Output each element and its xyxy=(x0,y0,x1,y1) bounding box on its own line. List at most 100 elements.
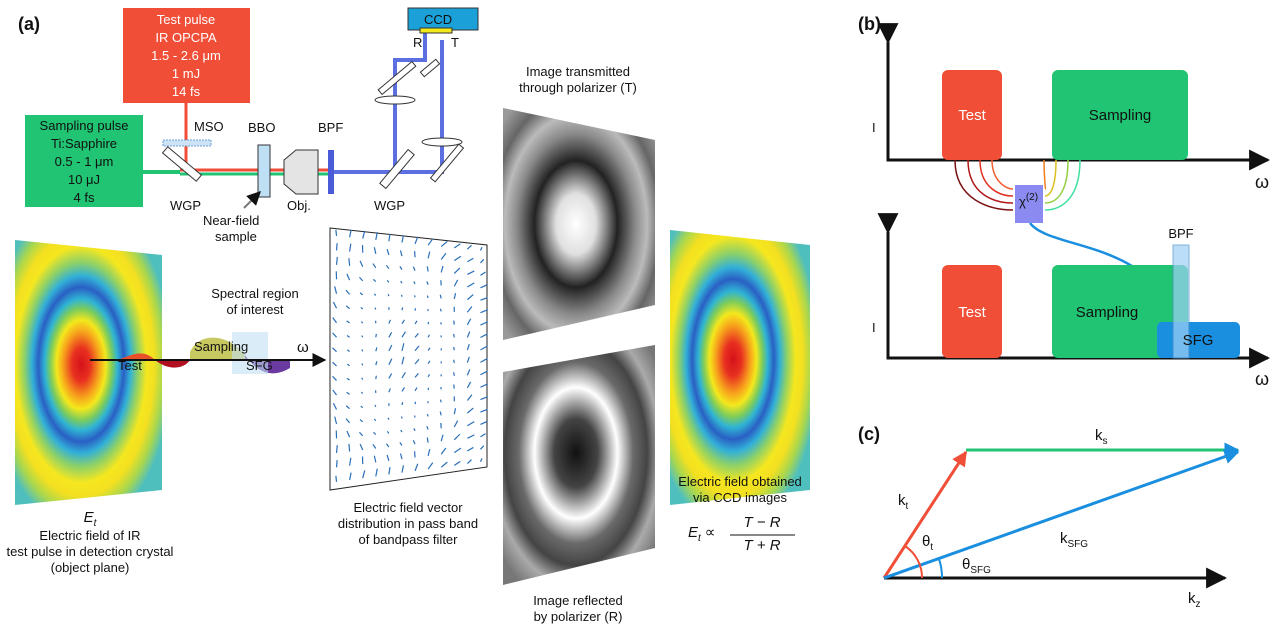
vector-arrow xyxy=(427,266,428,271)
label: θSFG xyxy=(962,556,991,576)
label: Spectral region xyxy=(211,286,298,301)
text: Sampling pulse xyxy=(40,118,129,133)
formula-num: T − R xyxy=(743,514,780,531)
vector-arrow xyxy=(337,445,338,453)
label: WGP xyxy=(170,198,201,213)
text: s xyxy=(1103,436,1108,447)
text: 4 fs xyxy=(74,190,95,205)
formula-den: T + R xyxy=(743,537,780,554)
vector-field xyxy=(330,228,487,490)
vectors xyxy=(884,450,1238,578)
label: BBO xyxy=(248,120,275,135)
vector-arrow xyxy=(428,322,429,324)
axis-label: ω xyxy=(1255,172,1269,192)
label: kz xyxy=(1188,590,1201,610)
text: θ xyxy=(922,533,930,550)
formula: Et∝ xyxy=(688,524,716,544)
vector-arrow xyxy=(375,405,376,407)
vector-arrow xyxy=(440,400,441,403)
text: 1.5 - 2.6 μm xyxy=(151,48,221,63)
text: t xyxy=(906,501,909,512)
text: z xyxy=(1196,599,1201,610)
vector-arrow xyxy=(427,296,428,298)
vector-arrow xyxy=(336,230,337,236)
vector-arrow xyxy=(376,334,377,337)
label: Near-field xyxy=(203,213,259,228)
text: Ti:Sapphire xyxy=(51,136,117,151)
label: Test xyxy=(958,107,986,124)
caption: through polarizer (T) xyxy=(519,80,637,95)
vector-arrow xyxy=(349,258,350,266)
caption: test pulse in detection crystal xyxy=(7,544,174,559)
text: ∝ xyxy=(705,524,716,541)
vector-arrow xyxy=(388,418,389,420)
caption: Electric field vector xyxy=(353,500,463,515)
caption: Electric field of IR xyxy=(39,528,140,543)
label: sample xyxy=(215,229,257,244)
text: t xyxy=(698,533,702,544)
figure: (a) (b) (c) Test pulse IR OPCPA 1.5 - 2.… xyxy=(0,0,1278,627)
label: of interest xyxy=(226,302,283,317)
text: θ xyxy=(962,556,970,573)
vector-arrow xyxy=(454,384,455,388)
vector-arrow xyxy=(427,414,428,416)
vector-arrow xyxy=(402,307,403,310)
caption: of bandpass filter xyxy=(358,532,458,547)
caption: Image transmitted xyxy=(526,64,630,79)
vector-arrow xyxy=(454,360,455,363)
vector-arrow xyxy=(375,308,376,310)
symbol: Et xyxy=(84,509,98,529)
text: t xyxy=(930,542,933,553)
label: Test xyxy=(958,304,986,321)
axis-label: ω xyxy=(1255,369,1269,389)
vector-arrow xyxy=(454,334,455,338)
label: kt xyxy=(898,492,909,512)
text: SFG xyxy=(970,565,991,576)
caption: Electric field obtained xyxy=(678,474,802,489)
axis-label: I xyxy=(872,320,876,335)
vector-arrow xyxy=(337,257,338,265)
text: SFG xyxy=(1068,539,1089,550)
vector-arrow xyxy=(402,402,403,405)
vector-arrow xyxy=(337,243,338,250)
caption: (object plane) xyxy=(51,560,130,575)
vector-arrow xyxy=(440,309,441,312)
text: 10 μJ xyxy=(68,172,100,187)
label: BPF xyxy=(318,120,343,135)
vector-arrow xyxy=(337,460,338,467)
label: CCD xyxy=(424,12,452,27)
vector-arrow xyxy=(454,321,455,325)
vector-arrow xyxy=(454,372,455,376)
label: SFG xyxy=(1183,332,1214,349)
caption: by polarizer (R) xyxy=(534,609,623,624)
vector-arrow xyxy=(362,364,363,366)
panel-label: (a) xyxy=(18,14,40,34)
vector-arrow xyxy=(454,347,455,350)
vector-arrow xyxy=(428,388,429,390)
label: WGP xyxy=(374,198,405,213)
label: ks xyxy=(1095,427,1108,447)
caption: Image reflected xyxy=(533,593,623,608)
label: BPF xyxy=(1168,226,1193,241)
vector-arrow xyxy=(376,376,377,379)
label: Sampling xyxy=(194,339,248,354)
label: SFG xyxy=(246,358,273,373)
result-image xyxy=(670,230,810,505)
panel-label: (c) xyxy=(858,424,880,444)
transmitted-image xyxy=(503,108,655,340)
reflected-image xyxy=(503,345,655,585)
label: Test xyxy=(118,358,142,373)
vector-arrow xyxy=(427,437,428,442)
label: θt xyxy=(922,533,933,553)
text: 1 mJ xyxy=(172,66,200,81)
vector-arrow xyxy=(336,476,337,482)
caption: distribution in pass band xyxy=(338,516,478,531)
text: (2) xyxy=(1026,192,1038,203)
vector-arrow xyxy=(362,349,363,351)
panel-label: (b) xyxy=(858,14,881,34)
label: MSO xyxy=(194,119,224,134)
label: Sampling xyxy=(1076,304,1139,321)
text: Test pulse xyxy=(157,12,216,27)
label: Obj. xyxy=(287,198,311,213)
text: 0.5 - 1 μm xyxy=(55,154,114,169)
